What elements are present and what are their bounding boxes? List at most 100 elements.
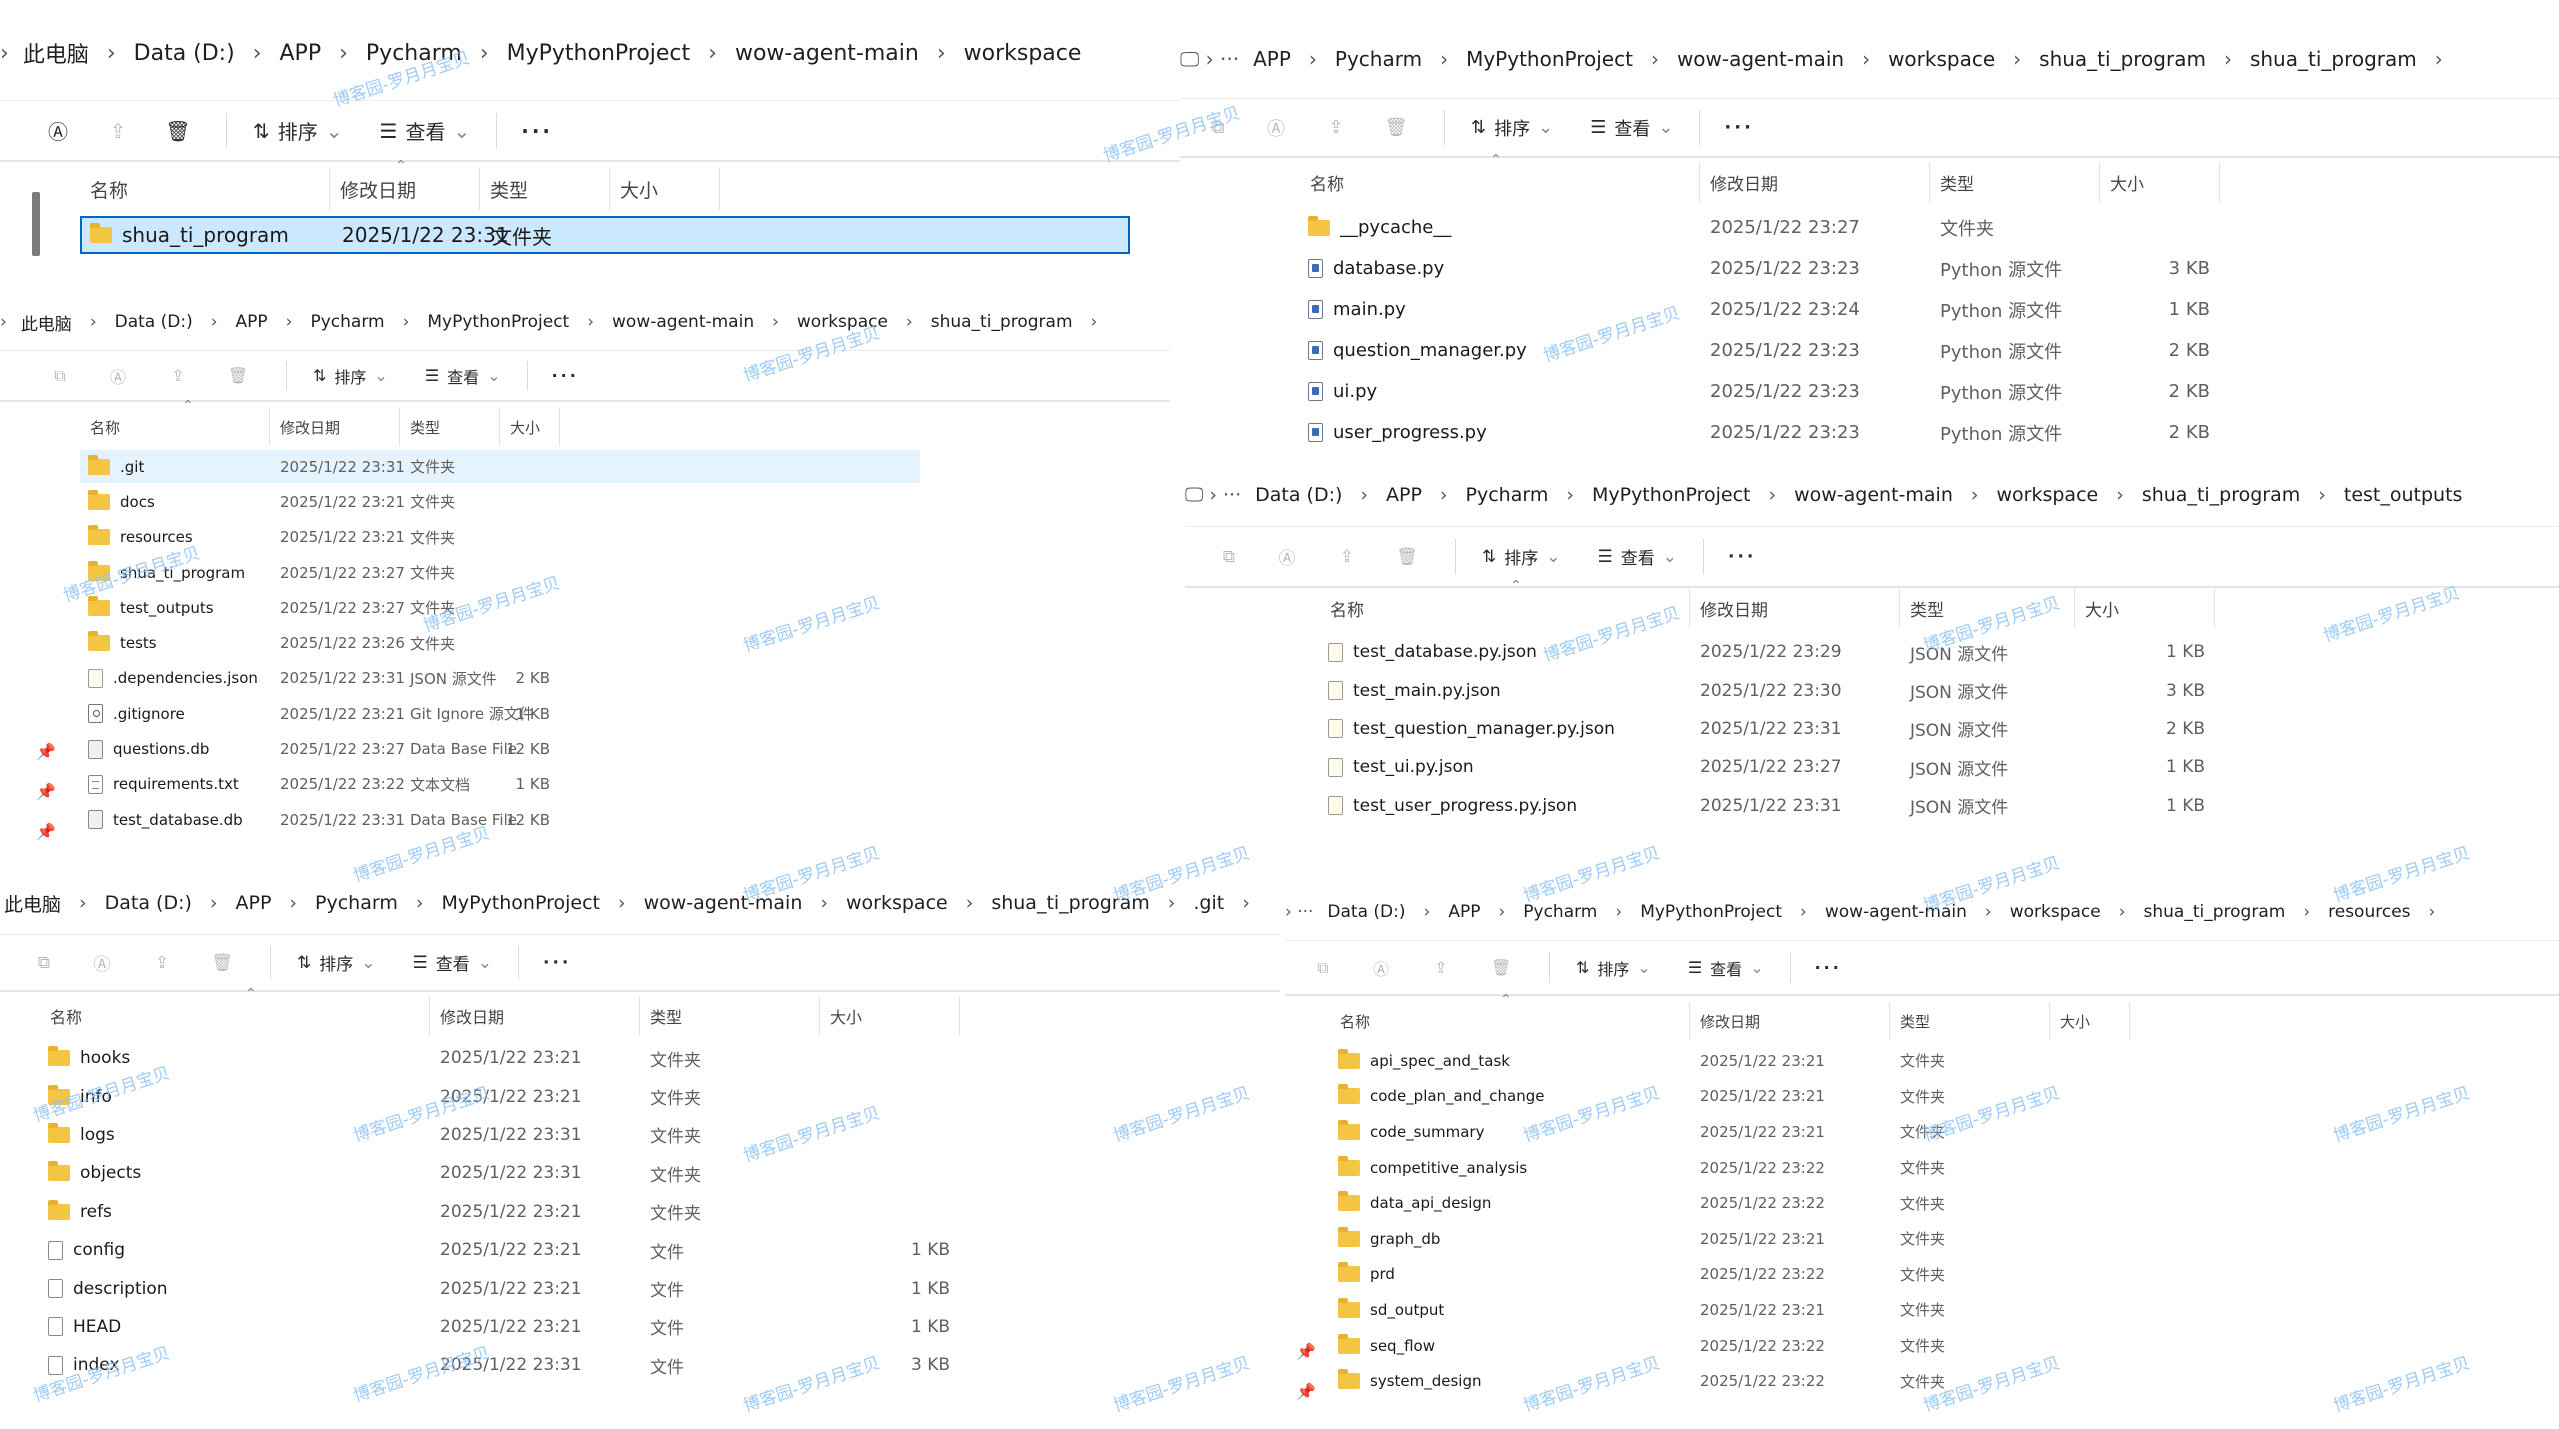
breadcrumb-segment[interactable]: MyPythonProject bbox=[441, 892, 600, 914]
column-header-size[interactable]: 大小 bbox=[500, 408, 560, 446]
chevron-right-icon[interactable]: › bbox=[1167, 892, 1176, 914]
file-row[interactable]: competitive_analysis 2025/1/22 23:22 文件夹 bbox=[1330, 1151, 2130, 1185]
file-row[interactable]: shua_ti_program 2025/1/22 23:31 文件夹 bbox=[80, 216, 1130, 254]
copy-icon[interactable]: ⧉ bbox=[37, 952, 51, 973]
file-row[interactable]: __pycache__ 2025/1/22 23:27 文件夹 bbox=[1300, 208, 2300, 247]
chevron-right-icon[interactable]: › bbox=[936, 40, 946, 66]
column-header-name[interactable]: 名称 bbox=[1330, 1002, 1690, 1040]
breadcrumb-segment[interactable]: resources bbox=[2328, 902, 2411, 922]
chevron-right-icon[interactable]: › bbox=[1650, 47, 1659, 71]
column-header-name[interactable]: 名称 bbox=[80, 408, 270, 446]
column-header-size[interactable]: 大小 bbox=[820, 996, 960, 1036]
pin-icon[interactable]: 📌 bbox=[1296, 1342, 1316, 1361]
breadcrumb-segment[interactable]: .git bbox=[1193, 892, 1225, 914]
breadcrumb-segment[interactable]: workspace bbox=[2009, 902, 2101, 922]
file-row[interactable]: question_manager.py 2025/1/22 23:23 Python… bbox=[1300, 331, 2300, 370]
breadcrumb-segment[interactable]: Data (D:) bbox=[1327, 902, 1406, 922]
chevron-right-icon[interactable]: › bbox=[252, 40, 262, 66]
file-row[interactable]: config 2025/1/22 23:21 文件 1 KB bbox=[40, 1232, 960, 1268]
nav-chevron-icon[interactable]: 🖵 › ··· bbox=[1185, 484, 1242, 506]
breadcrumb-segment[interactable]: shua_ti_program bbox=[2143, 902, 2286, 922]
rename-icon[interactable]: Ⓐ bbox=[48, 120, 68, 144]
breadcrumb-segment[interactable]: wow-agent-main bbox=[1824, 902, 1967, 922]
more-options-button[interactable]: ··· bbox=[521, 118, 554, 143]
nav-chevron-icon[interactable]: › bbox=[0, 312, 7, 332]
share-icon[interactable]: ⇪ bbox=[1328, 117, 1344, 138]
file-row[interactable]: test_ui.py.json 2025/1/22 23:27 JSON 源文件 1 … bbox=[1320, 749, 2320, 785]
rename-icon[interactable]: Ⓐ bbox=[109, 367, 126, 387]
file-row[interactable]: test_user_progress.py.json 2025/1/22 23:3… bbox=[1320, 788, 2320, 824]
chevron-right-icon[interactable]: › bbox=[617, 892, 626, 914]
breadcrumb-segment[interactable]: Pycharm bbox=[365, 40, 462, 66]
column-header-size[interactable]: 大小 bbox=[2075, 588, 2215, 628]
chevron-right-icon[interactable]: › bbox=[2303, 902, 2311, 922]
breadcrumb-segment[interactable]: APP bbox=[1253, 47, 1291, 71]
breadcrumb-segment[interactable]: Pycharm bbox=[315, 892, 398, 914]
nav-chevron-icon[interactable]: › ··· bbox=[1285, 902, 1314, 922]
nav-pane-scroll[interactable] bbox=[32, 192, 40, 256]
chevron-right-icon[interactable]: › bbox=[1440, 47, 1449, 71]
file-row[interactable]: code_plan_and_change 2025/1/22 23:21 文件夹 bbox=[1330, 1080, 2130, 1114]
column-header-date[interactable]: 修改日期 bbox=[1690, 1002, 1890, 1040]
column-header-name[interactable]: 名称 bbox=[1300, 162, 1700, 202]
file-row[interactable]: test_question_manager.py.json 2025/1/22 2… bbox=[1320, 711, 2320, 747]
share-icon[interactable]: ⇪ bbox=[1434, 958, 1448, 977]
chevron-right-icon[interactable]: › bbox=[1800, 902, 1807, 922]
column-header-type[interactable]: 类型 bbox=[400, 408, 500, 446]
pin-icon[interactable]: 📌 bbox=[36, 782, 56, 801]
file-row[interactable]: system_design 2025/1/22 23:22 文件夹 bbox=[1330, 1364, 2130, 1398]
chevron-right-icon[interactable]: › bbox=[2116, 484, 2124, 506]
delete-icon[interactable]: 🗑 bbox=[1490, 958, 1512, 977]
breadcrumb-segment[interactable]: wow-agent-main bbox=[1676, 47, 1845, 71]
sort-button[interactable]: ⇅ 排序 ⌄ bbox=[245, 116, 351, 145]
chevron-right-icon[interactable]: › bbox=[2223, 47, 2232, 71]
rename-icon[interactable]: Ⓐ bbox=[1372, 959, 1389, 979]
file-row[interactable]: requirements.txt 2025/1/22 23:22 文本文档 1 KB bbox=[80, 768, 920, 801]
breadcrumb-segment[interactable]: APP bbox=[235, 312, 268, 332]
breadcrumb-segment[interactable]: workspace bbox=[796, 312, 888, 332]
more-options-button[interactable]: ··· bbox=[543, 952, 572, 973]
column-header-size[interactable]: 大小 bbox=[2100, 162, 2220, 202]
file-row[interactable]: description 2025/1/22 23:21 文件 1 KB bbox=[40, 1270, 960, 1306]
breadcrumb-segment[interactable]: Data (D:) bbox=[104, 892, 192, 914]
pin-icon[interactable]: 📌 bbox=[36, 742, 56, 761]
breadcrumb-segment[interactable]: workspace bbox=[1888, 47, 1996, 71]
copy-icon[interactable]: ⧉ bbox=[1211, 117, 1225, 138]
breadcrumb-segment[interactable]: workspace bbox=[845, 892, 948, 914]
breadcrumb-segment[interactable]: Pycharm bbox=[310, 312, 385, 332]
file-row[interactable]: tests 2025/1/22 23:26 文件夹 bbox=[80, 627, 920, 660]
file-row[interactable]: test_outputs 2025/1/22 23:27 文件夹 bbox=[80, 591, 920, 624]
chevron-right-icon[interactable]: › bbox=[1439, 484, 1448, 506]
file-row[interactable]: seq_flow 2025/1/22 23:22 文件夹 bbox=[1330, 1329, 2130, 1363]
delete-icon[interactable]: 🗑 bbox=[1396, 546, 1418, 567]
chevron-right-icon[interactable]: › bbox=[285, 312, 293, 332]
file-row[interactable]: shua_ti_program 2025/1/22 23:27 文件夹 bbox=[80, 556, 920, 589]
column-header-type[interactable]: 类型 bbox=[1930, 162, 2100, 202]
breadcrumb-segment[interactable]: MyPythonProject bbox=[1640, 902, 1783, 922]
chevron-right-icon[interactable]: › bbox=[89, 312, 97, 332]
chevron-right-icon[interactable]: › bbox=[1615, 902, 1623, 922]
file-row[interactable]: .gitignore 2025/1/22 23:21 Git Ignore 源文件 1… bbox=[80, 697, 920, 730]
chevron-right-icon[interactable]: › bbox=[1970, 484, 1979, 506]
sort-button[interactable]: ⇅ 排序 ⌄ bbox=[305, 364, 396, 388]
view-button[interactable]: ☰ 查看 ⌄ bbox=[372, 116, 479, 145]
chevron-right-icon[interactable]: › bbox=[79, 892, 87, 914]
column-header-type[interactable]: 类型 bbox=[1890, 1002, 2050, 1040]
file-row[interactable]: api_spec_and_task 2025/1/22 23:21 文件夹 bbox=[1330, 1044, 2130, 1078]
breadcrumb-segment[interactable]: wow-agent-main bbox=[612, 312, 755, 332]
file-row[interactable]: prd 2025/1/22 23:22 文件夹 bbox=[1330, 1258, 2130, 1292]
breadcrumb-segment[interactable]: test_outputs bbox=[2343, 484, 2463, 506]
breadcrumb-segment[interactable]: wow-agent-main bbox=[1794, 484, 1953, 506]
chevron-right-icon[interactable]: › bbox=[1498, 902, 1506, 922]
breadcrumb-segment[interactable]: shua_ti_program bbox=[2249, 47, 2417, 71]
breadcrumb-segment[interactable]: Pycharm bbox=[1465, 484, 1549, 506]
breadcrumb-segment[interactable]: wow-agent-main bbox=[734, 40, 919, 66]
breadcrumb-segment[interactable]: MyPythonProject bbox=[1466, 47, 1633, 71]
file-row[interactable]: test_database.db 2025/1/22 23:31 Data Base… bbox=[80, 803, 920, 836]
breadcrumb-segment[interactable]: MyPythonProject bbox=[506, 40, 691, 66]
share-icon[interactable]: ⇪ bbox=[109, 118, 127, 143]
more-options-button[interactable]: ··· bbox=[1728, 546, 1757, 567]
chevron-right-icon[interactable]: › bbox=[1423, 902, 1431, 922]
file-row[interactable]: database.py 2025/1/22 23:23 Python 源文件 3 KB bbox=[1300, 249, 2300, 288]
sort-button[interactable]: ⇅ 排序 ⌄ bbox=[289, 950, 384, 976]
